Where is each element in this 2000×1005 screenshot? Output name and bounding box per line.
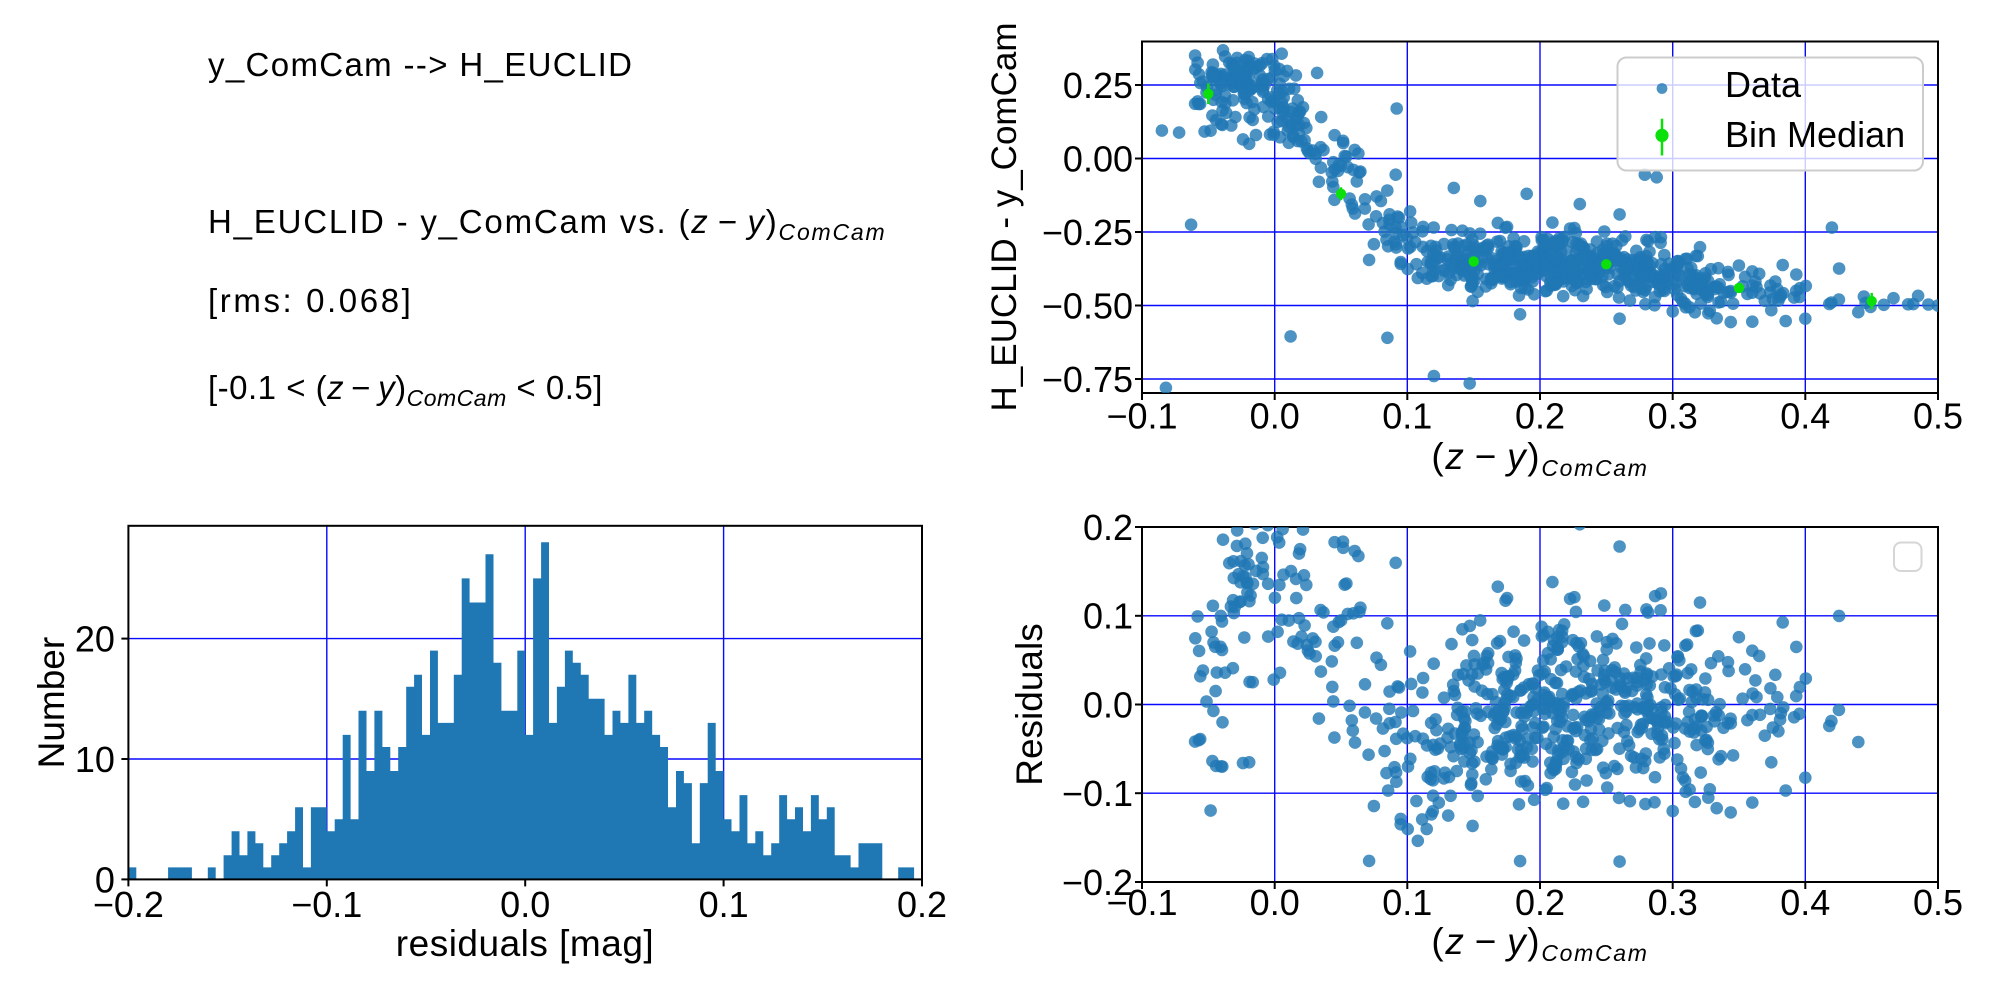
svg-text:0.2: 0.2 <box>1515 882 1565 923</box>
svg-text:0.4: 0.4 <box>1780 396 1830 437</box>
svg-text:Bin Median: Bin Median <box>1725 114 1905 155</box>
svg-text:10: 10 <box>75 739 115 780</box>
svg-text:0.2: 0.2 <box>1083 507 1133 548</box>
svg-text:H_EUCLID - y_ComCam: H_EUCLID - y_ComCam <box>985 23 1024 412</box>
svg-text:−0.1: −0.1 <box>1062 773 1133 814</box>
svg-text:−0.1: −0.1 <box>291 884 362 925</box>
svg-text:0.1: 0.1 <box>1382 882 1432 923</box>
svg-text:H_EUCLID - y_ComCam vs. (z − y: H_EUCLID - y_ComCam vs. (z − y)ComCam <box>208 203 886 245</box>
svg-text:Number: Number <box>31 637 72 769</box>
svg-text:0.1: 0.1 <box>699 884 749 925</box>
svg-text:0.4: 0.4 <box>1780 882 1830 923</box>
svg-text:−0.1: −0.1 <box>1106 396 1177 437</box>
svg-text:−0.50: −0.50 <box>1042 285 1133 326</box>
svg-text:0.0: 0.0 <box>1083 684 1133 725</box>
svg-text:20: 20 <box>75 619 115 660</box>
svg-text:0.3: 0.3 <box>1648 882 1698 923</box>
svg-text:−0.2: −0.2 <box>93 884 164 925</box>
svg-text:0.2: 0.2 <box>1515 396 1565 437</box>
svg-text:(z − y)ComCam: (z − y)ComCam <box>1431 436 1648 481</box>
svg-text:−0.25: −0.25 <box>1042 212 1133 253</box>
svg-text:[-0.1 < (z − y)ComCam < 0.5]: [-0.1 < (z − y)ComCam < 0.5] <box>208 369 603 411</box>
svg-text:0.00: 0.00 <box>1063 138 1133 179</box>
svg-text:Residuals: Residuals <box>1009 623 1050 785</box>
svg-text:y_ComCam --> H_EUCLID: y_ComCam --> H_EUCLID <box>208 46 633 83</box>
svg-text:0.5: 0.5 <box>1913 396 1963 437</box>
svg-text:0.25: 0.25 <box>1063 65 1133 106</box>
svg-text:[rms: 0.068]: [rms: 0.068] <box>208 282 413 319</box>
svg-text:0.1: 0.1 <box>1382 396 1432 437</box>
svg-text:0.5: 0.5 <box>1913 882 1963 923</box>
svg-text:0.0: 0.0 <box>1250 882 1300 923</box>
svg-text:0: 0 <box>95 859 115 900</box>
svg-text:−0.75: −0.75 <box>1042 359 1133 400</box>
svg-text:0.0: 0.0 <box>500 884 550 925</box>
svg-text:0.0: 0.0 <box>1250 396 1300 437</box>
svg-text:0.1: 0.1 <box>1083 596 1133 637</box>
svg-text:0.2: 0.2 <box>897 884 947 925</box>
svg-text:Data: Data <box>1725 64 1802 105</box>
svg-text:−0.2: −0.2 <box>1062 862 1133 903</box>
svg-text:residuals [mag]: residuals [mag] <box>396 923 654 964</box>
svg-text:−0.1: −0.1 <box>1106 882 1177 923</box>
svg-text:0.3: 0.3 <box>1648 396 1698 437</box>
